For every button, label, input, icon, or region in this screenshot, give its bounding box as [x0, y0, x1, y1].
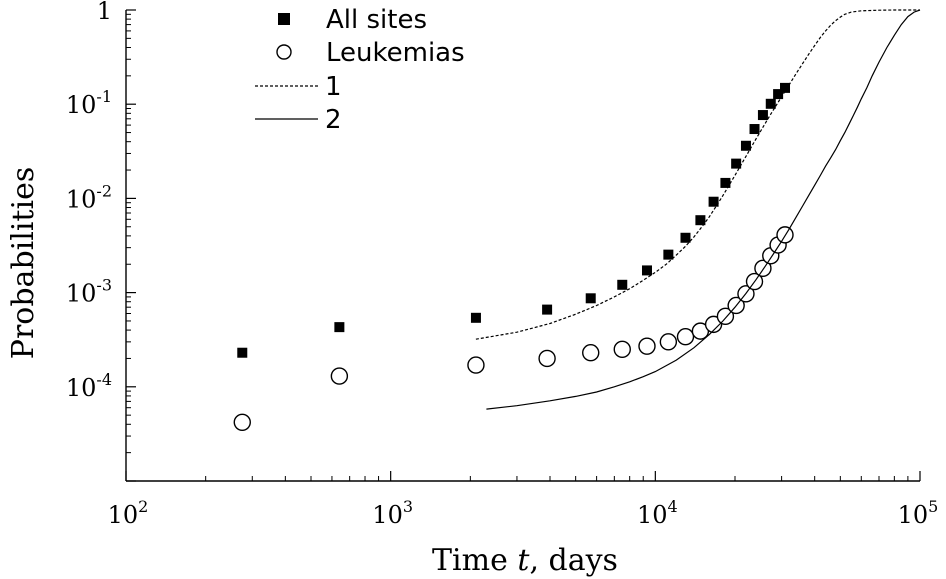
- legend-marker-square: [278, 13, 290, 25]
- data-point-square: [780, 82, 791, 93]
- data-point-square: [680, 232, 691, 243]
- data-point-square: [731, 158, 742, 169]
- data-point-circle: [716, 307, 735, 326]
- series-1: [237, 82, 791, 358]
- series-3: [475, 9, 920, 340]
- data-point-circle: [613, 340, 631, 359]
- data-point-circle: [582, 344, 600, 362]
- data-point-circle: [538, 349, 556, 368]
- data-point-square: [695, 215, 706, 226]
- x-axis-title-part: Time: [432, 543, 517, 578]
- x-tick-label: 104: [637, 497, 678, 529]
- legend-label: Leukemias: [326, 38, 465, 68]
- data-point-circle: [330, 367, 349, 385]
- data-point-square: [237, 347, 248, 358]
- data-point-circle: [467, 356, 485, 374]
- y-tick-label: 10-1: [66, 87, 112, 119]
- legend-label: 2: [325, 105, 342, 135]
- x-axis-title-variable: t: [517, 543, 530, 578]
- y-tick-label: 1: [97, 0, 112, 25]
- data-point-square: [708, 196, 719, 207]
- x-tick-label: 105: [898, 497, 939, 529]
- series-line-2: [486, 9, 921, 410]
- data-point-square: [663, 249, 674, 260]
- series-2: [233, 226, 794, 431]
- data-point-circle: [233, 413, 251, 431]
- x-tick-label: 103: [372, 497, 413, 529]
- data-point-square: [757, 110, 768, 121]
- data-point-square: [334, 322, 345, 333]
- legend-label: 1: [325, 72, 342, 102]
- x-tick-label: 102: [108, 497, 149, 529]
- y-axis-title: Probabilities: [6, 167, 41, 359]
- data-point-square: [470, 312, 481, 323]
- data-point-square: [720, 177, 731, 188]
- data-point-square: [617, 279, 628, 290]
- data-point-square: [585, 293, 596, 304]
- data-point-square: [765, 98, 776, 109]
- y-tick-label: 10-2: [66, 181, 112, 213]
- legend-marker-circle: [276, 44, 292, 60]
- x-axis-title-part: , days: [529, 543, 618, 578]
- data-point-square: [641, 265, 652, 276]
- data-point-circle: [659, 333, 678, 351]
- y-tick-label: 10-3: [66, 276, 112, 308]
- data-point-circle: [676, 328, 695, 346]
- data-point-square: [773, 89, 784, 100]
- series-layer: [233, 9, 921, 431]
- data-point-circle: [704, 315, 723, 334]
- data-point-square: [749, 124, 760, 135]
- x-axis-title: Time t, days: [432, 543, 618, 578]
- data-point-circle: [638, 337, 656, 355]
- data-point-square: [740, 140, 751, 151]
- series-4: [486, 9, 921, 410]
- y-tick-label: 10-4: [66, 370, 112, 402]
- data-point-square: [542, 304, 553, 315]
- legend-label: All sites: [326, 5, 427, 35]
- series-line-1: [475, 9, 920, 340]
- axes: 1 10-1 10-2 10-3 10-4 102 103 104 105: [66, 0, 939, 529]
